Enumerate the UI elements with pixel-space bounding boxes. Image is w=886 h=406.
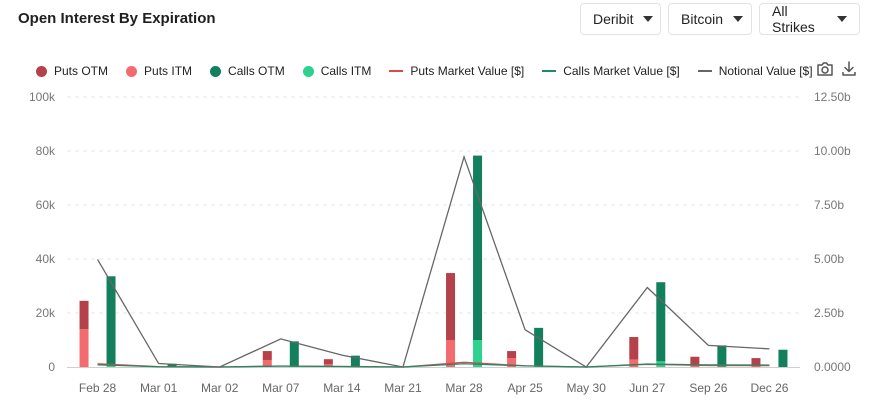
y-right-tick-label: 12.50b: [814, 90, 851, 104]
y-right-tick-label: 10.00b: [814, 144, 851, 158]
x-tick-label: Mar 28: [445, 381, 483, 395]
legend-label: Calls ITM: [320, 64, 372, 78]
legend-label: Notional Value [$]: [718, 64, 813, 78]
bar-puts-otm: [446, 273, 456, 340]
x-tick-label: May 30: [567, 381, 607, 395]
legend-item-puts-mv[interactable]: Puts Market Value [$]: [389, 64, 524, 78]
x-tick-label: Mar 21: [384, 381, 422, 395]
y-left-tick-label: 80k: [36, 144, 56, 158]
x-tick-label: Feb 28: [79, 381, 117, 395]
exchange-dropdown[interactable]: Deribit: [580, 3, 661, 35]
y-right-tick-label: 2.50b: [814, 306, 844, 320]
asset-dropdown[interactable]: Bitcoin: [668, 3, 752, 35]
y-right-tick-label: 0.0000: [814, 360, 851, 374]
bar-puts-otm: [507, 351, 517, 359]
legend-line: [389, 70, 404, 72]
legend-label: Puts ITM: [144, 64, 193, 78]
legend-item-calls-otm[interactable]: Calls OTM: [210, 64, 285, 78]
y-left-tick-label: 0: [48, 360, 55, 374]
bar-puts-otm: [79, 300, 89, 330]
y-left-tick-label: 40k: [36, 252, 56, 266]
bar-puts-otm: [262, 351, 272, 360]
strikes-dropdown-label: All Strikes: [772, 3, 815, 35]
legend-item-notional[interactable]: Notional Value [$]: [697, 64, 813, 78]
chevron-down-icon: [643, 16, 654, 22]
bar-puts-otm: [323, 359, 333, 365]
x-tick-label: Mar 14: [323, 381, 361, 395]
y-left-tick-label: 100k: [29, 90, 56, 104]
legend-label: Calls Market Value [$]: [563, 64, 680, 78]
bar-calls-otm: [778, 349, 788, 367]
exchange-dropdown-label: Deribit: [593, 11, 634, 27]
bar-calls-otm: [289, 341, 299, 367]
legend-item-puts-itm[interactable]: Puts ITM: [126, 64, 192, 78]
legend-item-puts-otm[interactable]: Puts OTM: [36, 64, 108, 78]
bar-puts-itm: [262, 359, 272, 367]
x-tick-label: Jun 27: [629, 381, 665, 395]
y-left-tick-label: 60k: [36, 198, 56, 212]
camera-icon[interactable]: [816, 60, 834, 78]
legend-label: Calls OTM: [228, 64, 285, 78]
legend-dot: [302, 65, 314, 77]
x-tick-label: Sep 26: [689, 381, 727, 395]
line-notional-value: [96, 154, 770, 368]
bar-puts-otm: [690, 356, 700, 365]
bar-calls-otm: [473, 155, 483, 340]
download-icon[interactable]: [840, 60, 858, 78]
y-right-tick-label: 5.00b: [814, 252, 844, 266]
bar-puts-itm: [507, 358, 517, 367]
x-tick-label: Apr 25: [507, 381, 543, 395]
bar-puts-otm: [751, 358, 761, 365]
legend-dot: [210, 65, 222, 77]
bar-puts-itm: [446, 340, 456, 367]
legend-line: [542, 70, 557, 72]
legend-dot: [36, 65, 47, 77]
y-right-tick-label: 7.50b: [814, 198, 844, 212]
x-tick-label: Mar 07: [262, 381, 300, 395]
bar-puts-itm: [323, 364, 333, 367]
bar-calls-otm: [656, 282, 666, 362]
legend-item-calls-itm[interactable]: Calls ITM: [302, 64, 372, 78]
legend-line: [697, 70, 712, 72]
chart-legend: Puts OTM Puts ITM Calls OTM Calls ITM Pu…: [36, 64, 813, 78]
legend-label: Puts Market Value [$]: [410, 64, 525, 78]
x-tick-label: Mar 01: [140, 381, 178, 395]
chevron-down-icon: [733, 16, 744, 22]
strikes-dropdown[interactable]: All Strikes: [759, 3, 860, 35]
bar-calls-itm: [473, 340, 483, 367]
bar-puts-itm: [79, 329, 89, 367]
chevron-down-icon: [837, 16, 847, 22]
bar-calls-itm: [106, 364, 116, 367]
bar-puts-otm: [629, 337, 639, 360]
bar-calls-otm: [106, 276, 116, 365]
x-tick-label: Mar 02: [201, 381, 239, 395]
legend-item-calls-mv[interactable]: Calls Market Value [$]: [542, 64, 680, 78]
legend-label: Puts OTM: [54, 64, 109, 78]
bar-calls-otm: [350, 355, 360, 367]
legend-dot: [126, 65, 138, 77]
y-left-tick-label: 20k: [36, 306, 56, 320]
x-tick-label: Dec 26: [750, 381, 788, 395]
bar-calls-itm: [717, 366, 727, 368]
asset-dropdown-label: Bitcoin: [681, 11, 724, 27]
bar-calls-otm: [717, 345, 727, 367]
bar-calls-otm: [534, 327, 544, 367]
bar-puts-itm: [629, 359, 639, 367]
chart-title: Open Interest By Expiration: [18, 10, 216, 27]
bar-calls-otm: [167, 363, 177, 367]
